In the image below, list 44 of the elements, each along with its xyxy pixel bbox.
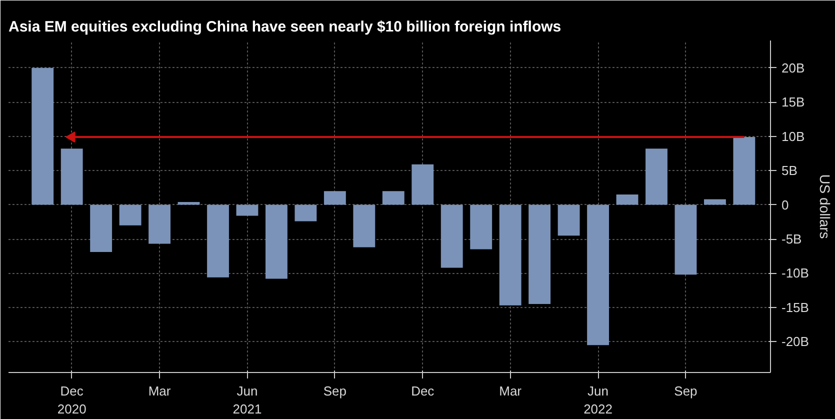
chart-title: Asia EM equities excluding China have seen nearly $10 billion foreign inflows (8, 18, 562, 36)
bar (704, 199, 726, 205)
y-tick-label: -10B (782, 266, 809, 281)
x-tick-label: Mar (499, 384, 522, 398)
x-tick-label: Jun 2022 (584, 384, 612, 416)
x-tick-label: Dec (411, 384, 435, 398)
bar (178, 202, 200, 205)
bar (412, 164, 434, 205)
bar (470, 204, 492, 250)
bar (616, 194, 638, 205)
y-tick-label: 15B (782, 94, 805, 110)
bar (236, 204, 258, 216)
bar (499, 204, 522, 306)
y-tick-label: -5B (782, 232, 802, 247)
bar (90, 204, 112, 252)
y-tick-label: 0 (782, 197, 789, 212)
bar (558, 204, 580, 236)
bar (119, 204, 142, 226)
bar (353, 204, 376, 248)
bar (148, 204, 170, 244)
bar (528, 204, 551, 304)
bar (32, 68, 54, 205)
x-tick-label: Sep (674, 384, 698, 398)
y-tick-label: 10B (782, 128, 805, 144)
bar (733, 137, 756, 205)
y-tick-label: 20B (782, 60, 805, 76)
bar (294, 204, 317, 222)
bar (382, 191, 404, 205)
bar (266, 204, 288, 279)
x-tick-label: Dec 2020 (57, 384, 86, 416)
y-tick-label: -15B (782, 300, 809, 315)
bar (674, 204, 697, 275)
bar (587, 204, 609, 346)
y-tick-label: -20B (782, 334, 809, 350)
x-tick-label: Mar (148, 384, 172, 398)
y-axis-title: US dollars (816, 174, 833, 239)
bar (60, 148, 83, 205)
x-tick-label: Sep (323, 384, 347, 398)
bar (207, 204, 229, 278)
x-tick-label: Jun 2021 (232, 384, 262, 416)
bar (324, 191, 346, 205)
bar (440, 204, 463, 268)
y-tick-label: 5B (782, 163, 798, 178)
bar (646, 148, 668, 205)
